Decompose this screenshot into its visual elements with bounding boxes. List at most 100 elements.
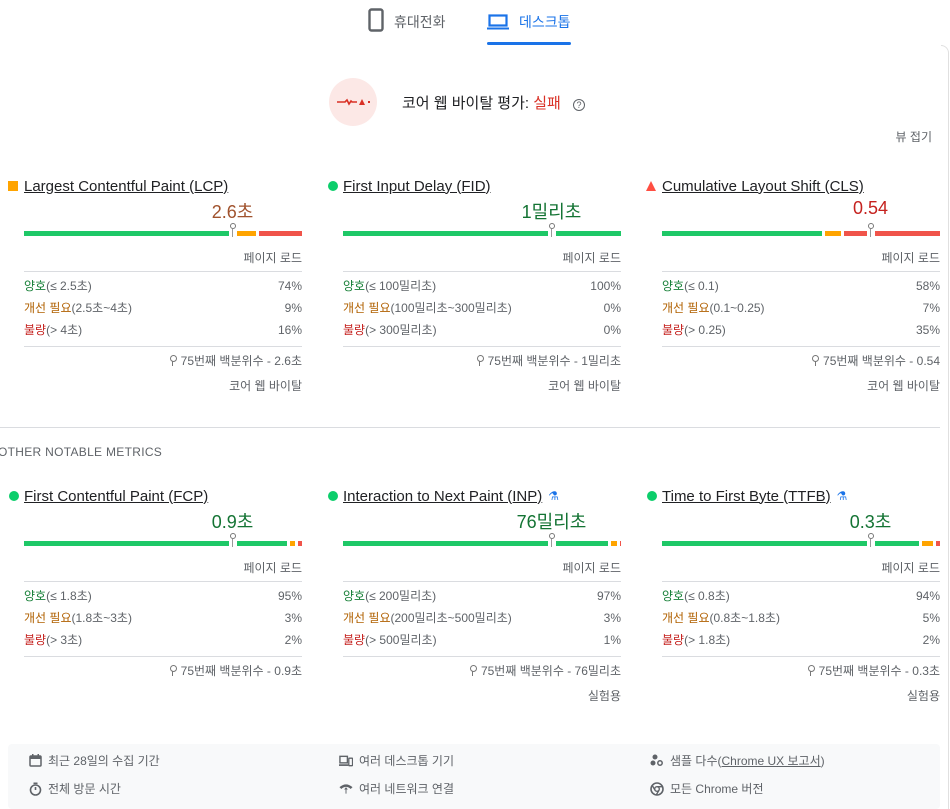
- distribution-bar: [662, 223, 940, 237]
- p75-marker: [228, 533, 237, 547]
- bar-good-segment: [343, 541, 609, 546]
- metric-name-link[interactable]: Time to First Byte (TTFB): [662, 487, 831, 505]
- metric-name-link[interactable]: Cumulative Layout Shift (CLS): [662, 177, 864, 195]
- ni-label: 개선 필요: [662, 301, 710, 315]
- distribution-row-ni: 개선 필요(100밀리초~300밀리초) 0%: [343, 299, 621, 321]
- poor-percent: 0%: [603, 323, 621, 337]
- good-range: (≤ 0.1): [684, 279, 719, 293]
- distribution-table: 양호(≤ 0.8초) 94% 개선 필요(0.8초~1.8초) 5% 불량(> 1.…: [662, 581, 940, 657]
- distribution-table: 양호(≤ 1.8초) 95% 개선 필요(1.8초~3초) 3% 불량(> 3초) 2…: [24, 581, 302, 657]
- metric-card: First Contentful Paint (FCP) 0.9초 페이지 로드…: [8, 486, 318, 678]
- pin-icon: [169, 665, 177, 676]
- pin-icon: [476, 355, 484, 366]
- chrome-ux-report-link[interactable]: Chrome UX 보고서: [721, 754, 821, 768]
- poor-range: (> 4초): [46, 323, 83, 337]
- footer-text: 최근 28일의 수집 기간: [48, 754, 160, 768]
- p75-prefix: 75번째 백분위수 -: [480, 664, 575, 678]
- p75-text: 75번째 백분위수 - 0.54: [811, 352, 940, 369]
- poor-label: 불량: [343, 323, 366, 337]
- distribution-table: 양호(≤ 2.5초) 74% 개선 필요(2.5초~4초) 9% 불량(> 4초) 1…: [24, 271, 302, 347]
- metric-name-link[interactable]: First Input Delay (FID): [343, 177, 491, 195]
- bar-poor-segment: [297, 541, 302, 546]
- footer-network: 여러 네트워크 연결: [339, 780, 454, 797]
- distribution-bar: [343, 533, 621, 547]
- ni-percent: 5%: [922, 611, 940, 625]
- page-load-label: 페이지 로드: [243, 251, 302, 265]
- p75-text: 75번째 백분위수 - 76밀리초: [469, 662, 621, 679]
- ni-percent: 3%: [603, 611, 621, 625]
- bar-poor-segment: [258, 231, 302, 236]
- good-percent: 94%: [915, 589, 940, 603]
- distribution-row-good: 양호(≤ 0.8초) 94%: [662, 587, 940, 609]
- laptop-icon: [487, 8, 509, 33]
- bar-good-segment: [662, 541, 920, 546]
- p75-prefix: 75번째 백분위수 -: [180, 354, 275, 368]
- ni-range: (100밀리초~300밀리초): [390, 301, 512, 315]
- poor-label: 불량: [662, 323, 685, 337]
- metric-title: Interaction to Next Paint (INP) ⚗: [327, 486, 637, 506]
- metric-title: Cumulative Layout Shift (CLS): [646, 176, 950, 196]
- good-label: 양호: [24, 589, 47, 603]
- poor-label: 불량: [24, 323, 47, 337]
- metric-name-link[interactable]: First Contentful Paint (FCP): [24, 487, 209, 505]
- tab-desktop[interactable]: 데스크톱: [487, 8, 571, 46]
- p75-marker: [866, 533, 875, 547]
- poor-percent: 2%: [284, 633, 302, 647]
- good-label: 양호: [343, 279, 366, 293]
- good-range: (≤ 100밀리초): [365, 279, 437, 293]
- phone-icon: [368, 8, 384, 35]
- footer-devices: 여러 데스크톱 기기: [339, 752, 454, 769]
- page-load-label: 페이지 로드: [562, 561, 621, 575]
- ni-label: 개선 필요: [343, 301, 391, 315]
- metric-value: 2.6초: [211, 202, 254, 222]
- poor-label: 불량: [343, 633, 366, 647]
- metric-value: 0.3초: [849, 512, 892, 532]
- poor-triangle-icon: [646, 181, 656, 191]
- tab-mobile[interactable]: 휴대전화: [368, 8, 446, 46]
- distribution-bar: [662, 533, 940, 547]
- section-divider: [0, 427, 940, 428]
- bar-good-segment: [662, 231, 822, 236]
- ni-range: (1.8초~3초): [71, 611, 132, 625]
- poor-range: (> 300밀리초): [365, 323, 437, 337]
- distribution-table: 양호(≤ 200밀리초) 97% 개선 필요(200밀리초~500밀리초) 3% 불…: [343, 581, 621, 657]
- distribution-row-poor: 불량(> 500밀리초) 1%: [343, 631, 621, 653]
- status-indicator: [327, 491, 343, 501]
- poor-percent: 16%: [277, 323, 302, 337]
- panel-border: [941, 45, 949, 809]
- ni-percent: 0%: [603, 301, 621, 315]
- good-label: 양호: [24, 279, 47, 293]
- poor-label: 불량: [24, 633, 47, 647]
- ni-range: (2.5초~4초): [71, 301, 132, 315]
- poor-range: (> 1.8초): [684, 633, 731, 647]
- devices-icon: [339, 754, 353, 768]
- footer-text: ): [820, 754, 825, 768]
- pin-icon: [469, 665, 477, 676]
- metric-title: First Contentful Paint (FCP): [8, 486, 318, 506]
- p75-text: 75번째 백분위수 - 2.6초: [169, 352, 302, 369]
- metric-name-link[interactable]: Largest Contentful Paint (LCP): [24, 177, 229, 195]
- good-range: (≤ 2.5초): [46, 279, 92, 293]
- cwv-assessment: 코어 웹 바이탈 평가: 실패 ?: [329, 78, 586, 126]
- footer-samples: 샘플 다수(Chrome UX 보고서): [650, 752, 825, 769]
- ni-range: (0.8초~1.8초): [709, 611, 780, 625]
- bar-ni-segment: [233, 231, 256, 236]
- page-load-label: 페이지 로드: [881, 561, 940, 575]
- distribution-row-poor: 불량(> 4초) 16%: [24, 321, 302, 343]
- good-label: 양호: [662, 279, 685, 293]
- ni-range: (0.1~0.25): [709, 301, 765, 315]
- bar-poor-segment: [935, 541, 940, 546]
- metric-value: 0.54: [852, 198, 889, 218]
- metric-footer-label: 실험용: [587, 689, 621, 703]
- p75-prefix: 75번째 백분위수 -: [823, 354, 917, 368]
- help-circle-icon[interactable]: ?: [573, 99, 586, 111]
- status-indicator: [646, 181, 662, 191]
- tab-mobile-label: 휴대전화: [394, 14, 446, 30]
- good-percent: 97%: [596, 589, 621, 603]
- status-indicator: [8, 181, 24, 191]
- bar-good-segment: [24, 541, 287, 546]
- good-percent: 100%: [590, 279, 621, 293]
- collapse-view-button[interactable]: 뷰 접기: [895, 130, 932, 144]
- metric-name-link[interactable]: Interaction to Next Paint (INP): [343, 487, 543, 505]
- good-percent: 58%: [915, 279, 940, 293]
